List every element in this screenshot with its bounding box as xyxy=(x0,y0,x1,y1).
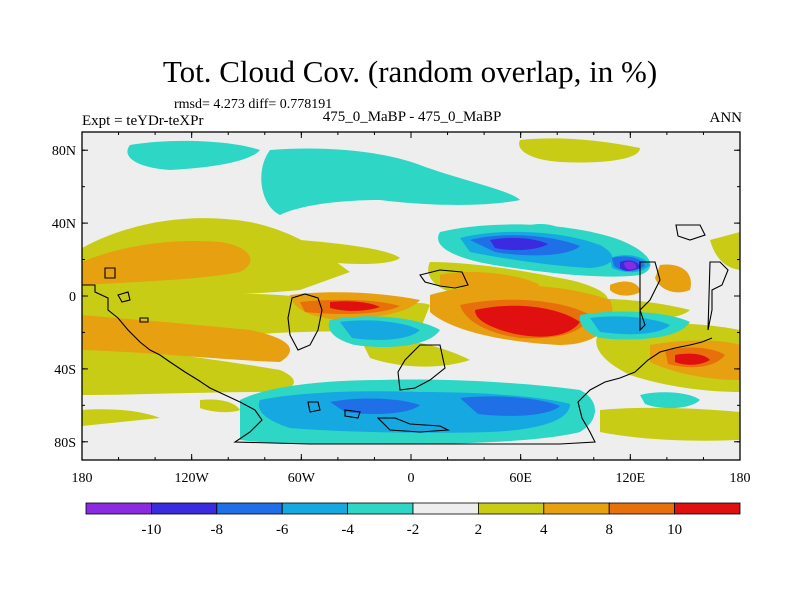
colorbar-swatch xyxy=(347,502,414,515)
colorbar-swatch xyxy=(412,502,479,515)
colorbar-label: -10 xyxy=(141,522,161,538)
anomaly-negative-max xyxy=(624,261,637,270)
x-tick-label: 60E xyxy=(509,471,532,486)
colorbar-swatch xyxy=(85,502,152,515)
anomaly-positive-extreme xyxy=(330,301,710,365)
x-tick-label: 180 xyxy=(730,471,751,486)
y-tick-label: 40N xyxy=(52,217,76,232)
stats-label: rmsd= 4.273 diff= 0.778191 xyxy=(174,97,332,112)
colorbar-swatch xyxy=(150,502,218,515)
y-tick-label: 80S xyxy=(54,436,76,451)
y-tick-label: 80N xyxy=(52,144,76,159)
colorbar-swatch xyxy=(477,502,545,515)
x-tick-label: 180 xyxy=(72,471,93,486)
map-plot xyxy=(82,132,740,460)
colorbar-label: -4 xyxy=(341,522,354,538)
colorbar: -10 -8 -6 -4 -2 2 4 8 10 xyxy=(85,502,741,538)
x-tick-label: 0 xyxy=(408,471,415,486)
x-axis: 180 120W 60W 0 60E 120E 180 xyxy=(72,132,751,486)
colorbar-swatch xyxy=(281,502,349,515)
colorbar-label: 10 xyxy=(667,522,682,538)
colorbar-swatch xyxy=(674,502,741,515)
colorbar-label: -6 xyxy=(276,522,289,538)
x-tick-label: 120W xyxy=(175,471,210,486)
y-tick-label: 0 xyxy=(69,290,76,305)
x-tick-label: 120E xyxy=(616,471,646,486)
colorbar-label: 2 xyxy=(475,522,483,538)
y-tick-label: 40S xyxy=(54,363,76,378)
x-tick-label: 60W xyxy=(288,471,316,486)
figure-title: Tot. Cloud Cov. (random overlap, in %) xyxy=(163,54,657,89)
colorbar-swatch xyxy=(608,502,676,515)
colorbar-label: -8 xyxy=(211,522,224,538)
season-label: ANN xyxy=(710,110,743,126)
colorbar-label: 8 xyxy=(605,522,613,538)
experiment-label: Expt = teYDr-teXPr xyxy=(82,113,203,129)
colorbar-label: 4 xyxy=(540,522,548,538)
colorbar-swatch xyxy=(543,502,610,515)
case-label: 475_0_MaBP - 475_0_MaBP xyxy=(323,109,502,125)
colorbar-swatch xyxy=(216,502,283,515)
y-axis: 80N 40N 0 40S 80S xyxy=(52,144,740,451)
coastlines xyxy=(82,224,729,445)
colorbar-label: -2 xyxy=(407,522,420,538)
